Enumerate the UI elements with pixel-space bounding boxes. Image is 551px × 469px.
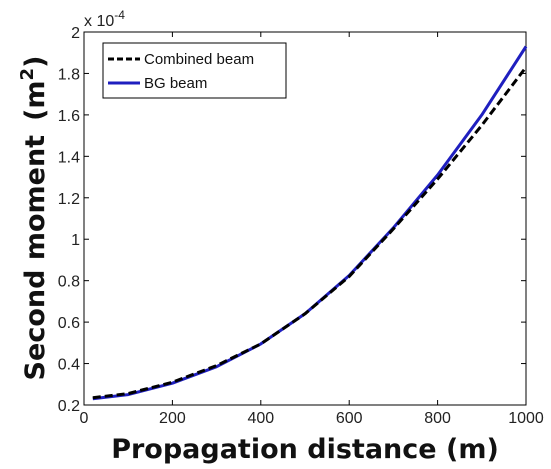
y-tick-label: 1 xyxy=(71,232,80,249)
legend-label-bg-beam: BG beam xyxy=(144,75,207,92)
legend-box xyxy=(102,42,287,99)
y-tick-label: 0.2 xyxy=(58,398,80,415)
y-tick-label: 1.4 xyxy=(58,149,80,166)
x-axis-ticks: 0 200 400 600 800 1000 xyxy=(80,32,544,427)
y-axis-ticks: 0.2 0.4 0.6 0.8 1 1.2 1.4 1.6 1.8 2 xyxy=(58,25,526,415)
legend: Combined beam BG beam xyxy=(102,42,287,99)
exponent-power: -4 xyxy=(114,8,125,22)
series-line-combined-beam xyxy=(92,66,528,400)
x-tick-label: 800 xyxy=(424,410,451,427)
series-group xyxy=(92,45,528,401)
x-axis-title: Propagation distance (m) xyxy=(111,434,499,465)
legend-label-combined-beam: Combined beam xyxy=(144,51,254,68)
x-tick-label: 0 xyxy=(80,410,89,427)
x-tick-label: 1000 xyxy=(508,410,544,427)
exponent-label: x 10-4 xyxy=(84,8,125,30)
x-tick-label: 600 xyxy=(336,410,363,427)
y-tick-label: 1.2 xyxy=(58,191,80,208)
y-tick-label: 0.6 xyxy=(58,315,80,332)
y-tick-label: 1.6 xyxy=(58,108,80,125)
y-tick-label: 1.8 xyxy=(58,66,80,83)
x-tick-label: 200 xyxy=(159,410,186,427)
y-tick-label: 2 xyxy=(71,25,80,42)
y-tick-label: 0.8 xyxy=(58,274,80,291)
x-tick-label: 400 xyxy=(247,410,274,427)
y-axis-title: Second moment(m2) xyxy=(17,56,51,381)
y-tick-label: 0.4 xyxy=(58,357,80,374)
